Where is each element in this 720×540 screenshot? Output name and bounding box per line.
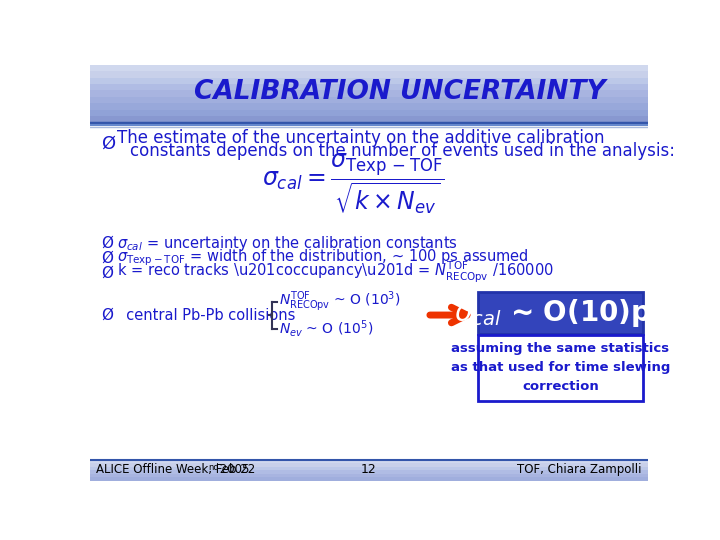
Text: Ø: Ø: [101, 265, 113, 280]
Bar: [90, 110, 648, 116]
Text: $\sigma_{cal} = \dfrac{\sigma_{\mathrm{Texp\,-TOF}}}{\sqrt{k \times N_{ev}}}$: $\sigma_{cal} = \dfrac{\sigma_{\mathrm{T…: [262, 152, 445, 217]
FancyArrowPatch shape: [430, 307, 467, 323]
Bar: [90, 460, 648, 463]
Bar: [90, 467, 648, 470]
Bar: [90, 91, 648, 97]
Text: Ø: Ø: [101, 134, 115, 152]
Text: CALIBRATION UNCERTAINTY: CALIBRATION UNCERTAINTY: [194, 79, 606, 105]
Text: $\sigma_{\mathrm{Texp-TOF}}$ = width of the distribution, ~ 100 ps assumed: $\sigma_{\mathrm{Texp-TOF}}$ = width of …: [117, 248, 529, 268]
Text: The estimate of the uncertainty on the additive calibration: The estimate of the uncertainty on the a…: [117, 129, 605, 147]
Text: Ø: Ø: [101, 308, 113, 322]
Bar: [90, 463, 648, 467]
Bar: [90, 71, 648, 78]
Text: $N_{ev}$ ~ O (10$^5$): $N_{ev}$ ~ O (10$^5$): [279, 319, 374, 340]
Text: $N^{\mathrm{TOF}}_{\mathrm{RECOpv}}$ ~ O (10$^3$): $N^{\mathrm{TOF}}_{\mathrm{RECOpv}}$ ~ O…: [279, 289, 401, 314]
Bar: [90, 97, 648, 103]
Text: central Pb-Pb collisions: central Pb-Pb collisions: [117, 308, 295, 322]
Text: constants depends on the number of events used in the analysis:: constants depends on the number of event…: [130, 142, 675, 160]
Bar: [90, 103, 648, 110]
Text: 2005: 2005: [216, 463, 250, 476]
FancyBboxPatch shape: [478, 335, 642, 401]
Text: $\sigma_{cal}$ ~ O(10)ps: $\sigma_{cal}$ ~ O(10)ps: [454, 297, 667, 329]
FancyBboxPatch shape: [478, 292, 642, 334]
Text: Ø: Ø: [101, 251, 113, 266]
Bar: [90, 470, 648, 474]
Text: nd: nd: [209, 463, 220, 472]
Text: k = reco tracks \u201coccupancy\u201d = $N^{\mathrm{TOF}}_{\mathrm{RECOpv}}$ /16: k = reco tracks \u201coccupancy\u201d = …: [117, 260, 554, 285]
Text: assuming the same statistics
as that used for time slewing
correction: assuming the same statistics as that use…: [451, 342, 670, 393]
Bar: [90, 477, 648, 481]
Text: $\sigma_{cal}$ = uncertainty on the calibration constants: $\sigma_{cal}$ = uncertainty on the cali…: [117, 234, 458, 253]
Text: 12: 12: [361, 463, 377, 476]
Text: ALICE Offline Week, Feb 22: ALICE Offline Week, Feb 22: [96, 463, 256, 476]
Bar: [90, 127, 648, 460]
Text: TOF, Chiara Zampolli: TOF, Chiara Zampolli: [517, 463, 642, 476]
Bar: [90, 474, 648, 477]
Bar: [90, 78, 648, 84]
Bar: [90, 84, 648, 91]
Bar: [90, 65, 648, 71]
Text: Ø: Ø: [101, 236, 113, 251]
Bar: [90, 116, 648, 123]
